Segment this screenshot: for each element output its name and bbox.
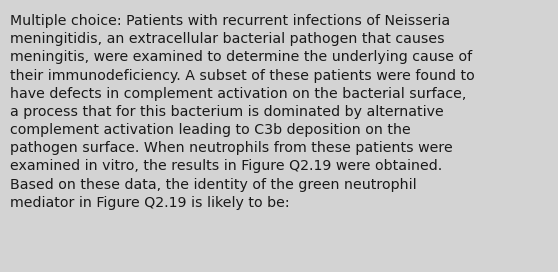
- Text: Multiple choice: Patients with recurrent infections of Neisseria
meningitidis, a: Multiple choice: Patients with recurrent…: [10, 14, 475, 210]
